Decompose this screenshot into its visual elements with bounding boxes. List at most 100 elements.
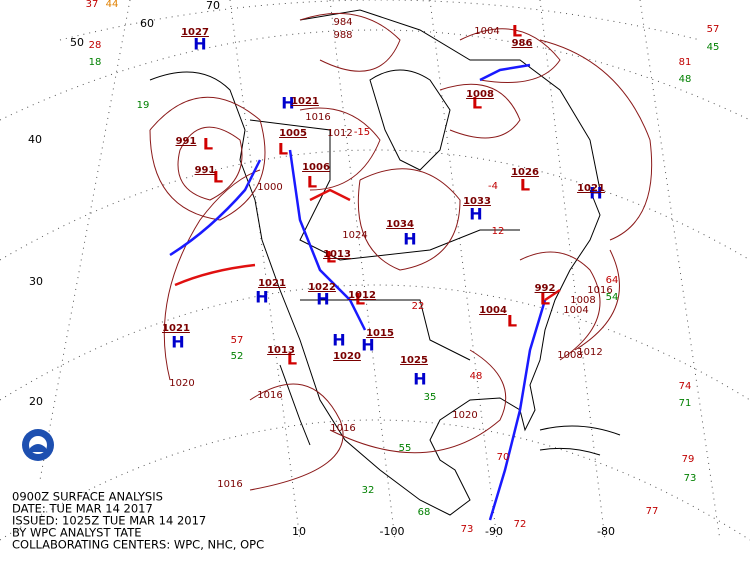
station-value: 22 <box>412 301 425 312</box>
pressure-letter: H <box>469 205 482 224</box>
pressure-letter: L <box>287 350 297 369</box>
pressure-letter: H <box>332 331 345 350</box>
pressure-letter: L <box>507 312 517 331</box>
grid-label: -90 <box>485 525 503 538</box>
pressure-letter: H <box>316 290 329 309</box>
pressure-value: 1006 <box>302 162 330 173</box>
pressure-value: 1025 <box>400 355 428 366</box>
isobar-label: 1016 <box>587 285 612 296</box>
isobar-label: 1024 <box>342 230 367 241</box>
isobar-label: 988 <box>333 30 352 41</box>
station-value: 35 <box>424 392 437 403</box>
grid-label: 50 <box>70 36 84 49</box>
noaa-logo <box>22 429 54 461</box>
pressure-value: 1026 <box>511 167 539 178</box>
station-value: 64 <box>606 275 619 286</box>
isobar-label: 1000 <box>257 182 282 193</box>
footer-line: BY WPC ANALYST TATE <box>12 526 142 540</box>
pressure-letter: L <box>520 176 530 195</box>
station-value: 52 <box>231 351 244 362</box>
pressure-value: 1021 <box>577 183 605 194</box>
station-value: 72 <box>514 519 527 530</box>
grid-label: 20 <box>29 395 43 408</box>
isobars <box>149 12 653 491</box>
station-value: 81 <box>679 57 692 68</box>
isobar-label: 1020 <box>452 410 477 421</box>
isobar-label: 1020 <box>169 378 194 389</box>
pressure-letter: L <box>278 140 288 159</box>
pressure-letter: H <box>281 94 294 113</box>
isobar-label: 1016 <box>217 479 242 490</box>
isobar-label: 1016 <box>257 390 282 401</box>
pressure-value: 1015 <box>366 328 394 339</box>
station-value: 19 <box>137 100 150 111</box>
station-value: 18 <box>89 57 102 68</box>
station-value: -15 <box>354 127 370 138</box>
station-value: 37 <box>86 0 99 10</box>
pressure-value: 1012 <box>348 290 376 301</box>
station-value: 28 <box>89 40 102 51</box>
coastlines <box>149 9 621 516</box>
station-value: -4 <box>488 181 498 192</box>
pressure-letter: H <box>193 35 206 54</box>
isobar-label: 1016 <box>305 112 330 123</box>
grid-label: 40 <box>28 133 42 146</box>
isobar-label: 1016 <box>330 423 355 434</box>
isobar-label: 1004 <box>563 305 588 316</box>
pressure-letter: L <box>326 248 336 267</box>
isobar-label: 1008 <box>570 295 595 306</box>
fronts <box>169 63 561 521</box>
isobar-label: 1008 <box>557 350 582 361</box>
station-value: 48 <box>470 371 483 382</box>
footer-line: ISSUED: 1025Z TUE MAR 14 2017 <box>12 514 206 528</box>
pressure-letter: H <box>589 184 602 203</box>
pressure-value: 1034 <box>386 219 414 230</box>
pressure-value: 991 <box>195 165 216 176</box>
grid-label: 60 <box>140 17 154 30</box>
pressure-letter: L <box>472 94 482 113</box>
pressure-letter: L <box>512 22 522 41</box>
station-value: 68 <box>418 507 431 518</box>
pressure-letter: H <box>171 333 184 352</box>
pressure-letter: H <box>361 336 374 355</box>
isobar-label: 1004 <box>474 26 499 37</box>
footer-line: COLLABORATING CENTERS: WPC, NHC, OPC <box>12 538 264 552</box>
isobar-label: 984 <box>333 17 352 28</box>
pressure-letter: H <box>255 288 268 307</box>
station-value: 32 <box>362 485 375 496</box>
station-value: 54 <box>606 292 619 303</box>
pressure-value: 1013 <box>323 249 351 260</box>
pressure-value: 1022 <box>308 282 336 293</box>
pressure-value: 1008 <box>466 89 494 100</box>
station-value: 73 <box>461 524 474 535</box>
station-value: 73 <box>684 473 697 484</box>
station-value: 44 <box>106 0 119 10</box>
station-value: 48 <box>679 74 692 85</box>
station-value: 70 <box>497 452 510 463</box>
grid-label: 30 <box>29 275 43 288</box>
pressure-value: 992 <box>535 283 556 294</box>
pressure-value: 1020 <box>333 351 361 362</box>
pressure-value: 1013 <box>267 345 295 356</box>
grid-label: 70 <box>206 0 220 12</box>
pressure-value: 1033 <box>463 196 491 207</box>
pressure-value: 1021 <box>258 278 286 289</box>
station-value: 77 <box>646 506 659 517</box>
station-value: 45 <box>707 42 720 53</box>
footer-line: 0900Z SURFACE ANALYSIS <box>12 490 163 504</box>
pressure-value: 1005 <box>279 128 307 139</box>
pressure-value: 1004 <box>479 305 507 316</box>
station-value: 57 <box>231 335 244 346</box>
pressure-letter: H <box>413 370 426 389</box>
station-value: 79 <box>682 454 695 465</box>
pressure-letter: L <box>540 290 550 309</box>
pressure-value: 986 <box>512 38 533 49</box>
footer-line: DATE: TUE MAR 14 2017 <box>12 502 153 516</box>
pressure-value: 1027 <box>181 27 209 38</box>
pressure-letter: L <box>307 173 317 192</box>
station-value: 71 <box>679 398 692 409</box>
pressure-letter: L <box>203 135 213 154</box>
isobar-label: 1012 <box>327 128 352 139</box>
